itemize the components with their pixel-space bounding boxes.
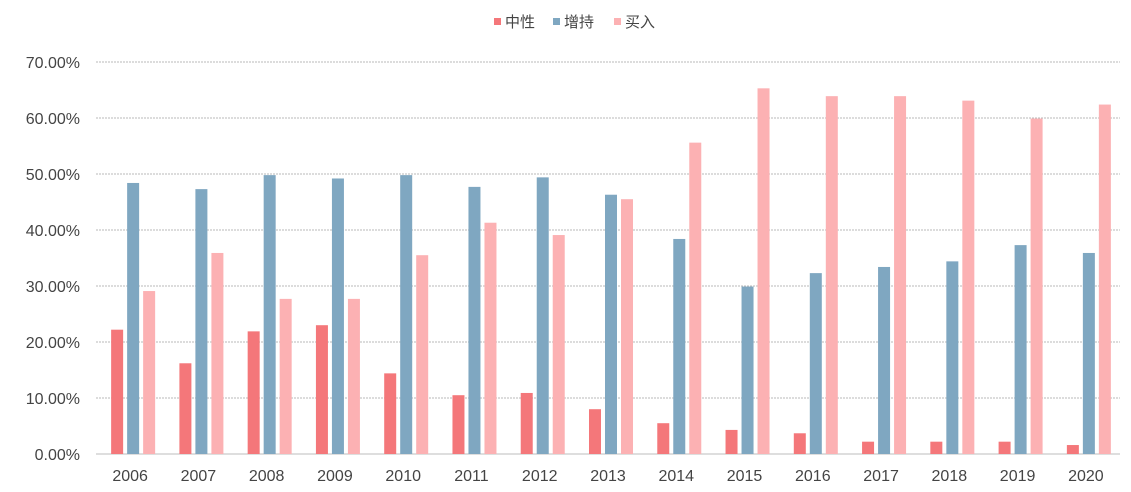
bar-2018-series-2 — [962, 100, 975, 454]
bar-2014-series-2 — [689, 142, 702, 454]
bar-2019-series-2 — [1030, 118, 1043, 454]
bar-2017-series-2 — [894, 96, 907, 454]
x-tick-label: 2020 — [1068, 468, 1104, 485]
bar-2013-series-0 — [589, 409, 601, 454]
x-tick-label: 2008 — [249, 468, 285, 485]
y-tick-label: 60.00% — [26, 111, 80, 128]
bar-2017-series-1 — [878, 266, 891, 454]
y-tick-label: 30.00% — [26, 279, 80, 296]
bar-2008-series-0 — [247, 331, 260, 454]
x-tick-label: 2015 — [727, 468, 763, 485]
legend-swatch — [553, 18, 560, 25]
bar-2014-series-1 — [673, 238, 686, 454]
bar-2007-series-0 — [179, 363, 192, 454]
bar-2012-series-1 — [536, 177, 549, 455]
bar-2016-series-1 — [809, 273, 822, 454]
x-tick-label: 2011 — [454, 468, 489, 485]
bar-2013-series-2 — [621, 199, 633, 454]
bar-2020-series-2 — [1098, 104, 1111, 454]
bar-2008-series-1 — [263, 175, 276, 454]
x-tick-label: 2019 — [1000, 468, 1036, 485]
bar-2006-series-0 — [111, 329, 124, 454]
bar-2009-series-0 — [315, 325, 328, 454]
bar-2019-series-1 — [1014, 245, 1027, 454]
x-tick-label: 2017 — [863, 468, 899, 485]
bar-2020-series-1 — [1082, 252, 1095, 454]
bar-2007-series-1 — [195, 189, 208, 454]
bar-2017-series-0 — [862, 441, 875, 454]
x-tick-label: 2010 — [385, 468, 421, 485]
x-tick-label: 2009 — [317, 468, 353, 485]
bar-2008-series-2 — [279, 298, 292, 454]
x-axis: 2006 2007 2008 2009 2010 2011 2012 2013 2014 2015… — [112, 468, 1103, 485]
bar-2015-series-2 — [757, 88, 770, 454]
x-tick-label: 2014 — [658, 468, 694, 485]
legend-label: 增持 — [564, 13, 594, 31]
y-tick-label: 20.00% — [26, 335, 80, 352]
legend-label: 买入 — [625, 13, 655, 31]
bar-2006-series-2 — [143, 291, 156, 454]
y-tick-label: 0.00% — [35, 447, 80, 464]
x-tick-label: 2016 — [795, 468, 831, 485]
y-tick-label: 10.00% — [26, 391, 80, 408]
bars — [111, 88, 1111, 455]
x-tick-label: 2013 — [590, 468, 626, 485]
bar-2006-series-1 — [127, 182, 140, 454]
bar-2015-series-1 — [741, 286, 754, 454]
x-tick-label: 2007 — [181, 468, 217, 485]
legend-label: 中性 — [505, 13, 535, 31]
bar-2011-series-1 — [468, 186, 481, 454]
bar-2018-series-1 — [946, 261, 959, 454]
bar-2016-series-2 — [825, 96, 838, 454]
bar-2009-series-1 — [331, 178, 344, 455]
legend-swatch — [614, 18, 621, 25]
legend-swatch — [494, 18, 501, 25]
bar-2018-series-0 — [930, 441, 943, 454]
bar-2007-series-2 — [211, 252, 224, 454]
legend: 中性 增持 买入 — [494, 13, 655, 31]
x-tick-label: 2012 — [522, 468, 558, 485]
y-tick-label: 70.00% — [26, 55, 80, 72]
y-tick-label: 40.00% — [26, 223, 80, 240]
bar-2013-series-1 — [605, 194, 617, 454]
bar-2012-series-0 — [520, 392, 533, 454]
bar-2011-series-2 — [484, 222, 497, 454]
bar-2016-series-0 — [793, 433, 806, 454]
bar-2011-series-0 — [452, 395, 465, 454]
bar-2020-series-0 — [1066, 445, 1079, 454]
y-axis: 0.00% 10.00% 20.00% 30.00% 40.00% 50.00% 60.00… — [26, 55, 80, 464]
bar-2010-series-2 — [416, 255, 429, 454]
x-tick-label: 2006 — [112, 468, 148, 485]
bar-2012-series-2 — [552, 235, 565, 454]
y-tick-label: 50.00% — [26, 167, 80, 184]
x-tick-label: 2018 — [932, 468, 968, 485]
bar-2015-series-0 — [725, 429, 738, 454]
bar-2019-series-0 — [998, 441, 1011, 454]
bar-2009-series-2 — [347, 298, 360, 454]
bar-2010-series-0 — [384, 373, 397, 454]
bar-2014-series-0 — [657, 423, 670, 454]
bar-2010-series-1 — [400, 175, 413, 454]
